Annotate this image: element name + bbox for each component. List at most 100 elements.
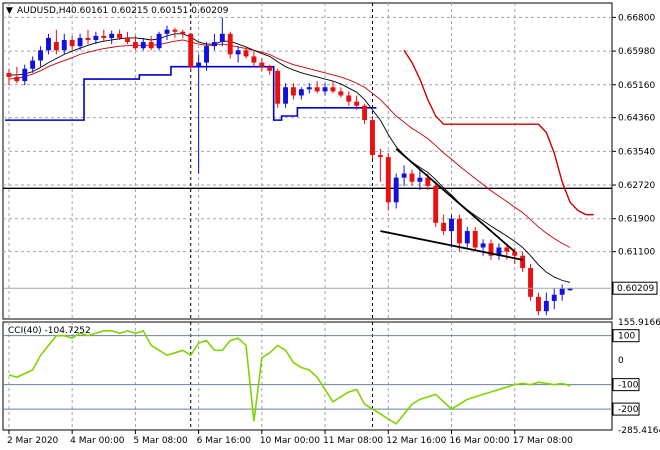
candle-up — [77, 37, 83, 47]
last-price-box — [612, 281, 658, 295]
candle-up — [543, 300, 549, 312]
cci-pane — [2, 321, 613, 431]
candle-up — [93, 35, 99, 40]
price-tick-label: 0.61100 — [618, 248, 655, 258]
cci-level-box — [612, 378, 640, 392]
candle-up — [283, 87, 288, 104]
candle-down — [370, 120, 375, 156]
candle-down — [259, 62, 265, 67]
candle-down — [53, 42, 59, 51]
candle-down — [520, 255, 526, 269]
upper-band-line — [403, 49, 594, 216]
candle-up — [306, 87, 312, 90]
candle-down — [338, 91, 344, 96]
candle-down — [6, 72, 12, 77]
time-tick-label: 6 Mar 16:00 — [197, 436, 252, 446]
candle-down — [535, 296, 541, 312]
candle-up — [449, 218, 454, 232]
time-tick-label: 10 Mar 00:00 — [260, 436, 320, 446]
candle-down — [267, 66, 273, 71]
candle-down — [180, 31, 186, 34]
candle-up — [38, 50, 44, 61]
cci-tick-label: -200 — [618, 405, 639, 415]
cci-label: CCI(40) -104.7252 — [8, 326, 91, 336]
window-menu-icon[interactable]: ▼ — [6, 6, 13, 16]
candle-up — [164, 29, 170, 34]
ohlc-label: 0.60161 0.60215 0.60151 0.60209 — [71, 6, 229, 16]
candle-down — [385, 157, 391, 203]
candle-down — [14, 76, 20, 82]
cci-tick-label: -100 — [618, 381, 639, 391]
candle-down — [488, 243, 494, 256]
cci-tick-label: 155.9166 — [618, 318, 660, 328]
candle-down — [472, 231, 478, 248]
axis-labels: 0.66800 0.65980 0.65160 0.64360 0.63540 0.627… — [7, 13, 660, 446]
candle-up — [109, 33, 115, 38]
cci-level-box — [612, 402, 640, 416]
price-tick-label: 0.64360 — [618, 114, 655, 124]
candle-down — [227, 33, 233, 55]
time-tick-label: 16 Mar 00:00 — [450, 436, 510, 446]
candle-up — [156, 33, 162, 49]
time-tick-label: 12 Mar 16:00 — [386, 436, 446, 446]
last-price-label: 0.60209 — [617, 284, 654, 294]
cci-tick-label: -285.4164 — [618, 426, 660, 436]
candle-down — [69, 39, 75, 47]
candle-up — [46, 37, 51, 51]
candle-down — [188, 33, 194, 67]
price-tick-label: 0.63540 — [618, 147, 655, 157]
candle-up — [211, 42, 217, 47]
candle-down — [275, 70, 281, 104]
candle-down — [346, 95, 352, 102]
ma-line-red — [8, 39, 571, 248]
ma-line-black — [8, 33, 571, 283]
candle-up — [417, 177, 423, 182]
price-tick-label: 0.65160 — [618, 81, 655, 91]
candle-down — [425, 177, 431, 186]
cci-tick-label: 0 — [618, 356, 624, 366]
time-tick-label: 4 Mar 00:00 — [70, 436, 125, 446]
cci-marks — [8, 329, 571, 425]
candle-up — [496, 247, 502, 256]
candle-up — [559, 288, 565, 295]
candle-down — [362, 105, 368, 121]
candle-up — [322, 87, 328, 92]
symbol-label: AUDUSD,H4 — [17, 6, 72, 16]
cci-line — [8, 329, 571, 425]
candle-down — [441, 222, 447, 232]
candle-down — [354, 101, 360, 106]
candle-up — [219, 33, 225, 43]
time-tick-label: 17 Mar 08:00 — [513, 436, 573, 446]
candle-down — [148, 42, 154, 49]
candle-up — [298, 89, 304, 96]
candle-up — [464, 231, 470, 244]
price-tick-label: 0.61900 — [618, 215, 655, 225]
candle-down — [456, 218, 462, 244]
trendline — [395, 148, 516, 253]
candle-down — [409, 173, 415, 182]
candle-down — [251, 56, 257, 63]
candle-up — [196, 62, 202, 67]
candle-up — [480, 243, 486, 248]
candle-up — [567, 288, 573, 291]
candle-down — [243, 50, 249, 57]
candle-up — [22, 68, 28, 82]
candle-down — [101, 35, 107, 38]
candle-down — [377, 155, 383, 158]
candle-down — [433, 185, 439, 223]
candle-up — [393, 177, 399, 203]
candle-down — [504, 247, 510, 252]
price-tick-label: 0.62720 — [618, 181, 655, 191]
candle-down — [330, 87, 336, 92]
candle-up — [401, 173, 407, 178]
cci-tick-label: 100 — [618, 332, 635, 342]
candle-down — [528, 268, 533, 297]
candle-down — [85, 37, 91, 40]
candle-up — [30, 60, 36, 69]
candle-down — [314, 87, 320, 92]
candle-up — [140, 42, 146, 49]
candle-down — [132, 42, 138, 49]
cci-grid — [3, 322, 612, 430]
price-pane — [2, 2, 613, 320]
time-tick-label: 2 Mar 2020 — [7, 436, 59, 446]
